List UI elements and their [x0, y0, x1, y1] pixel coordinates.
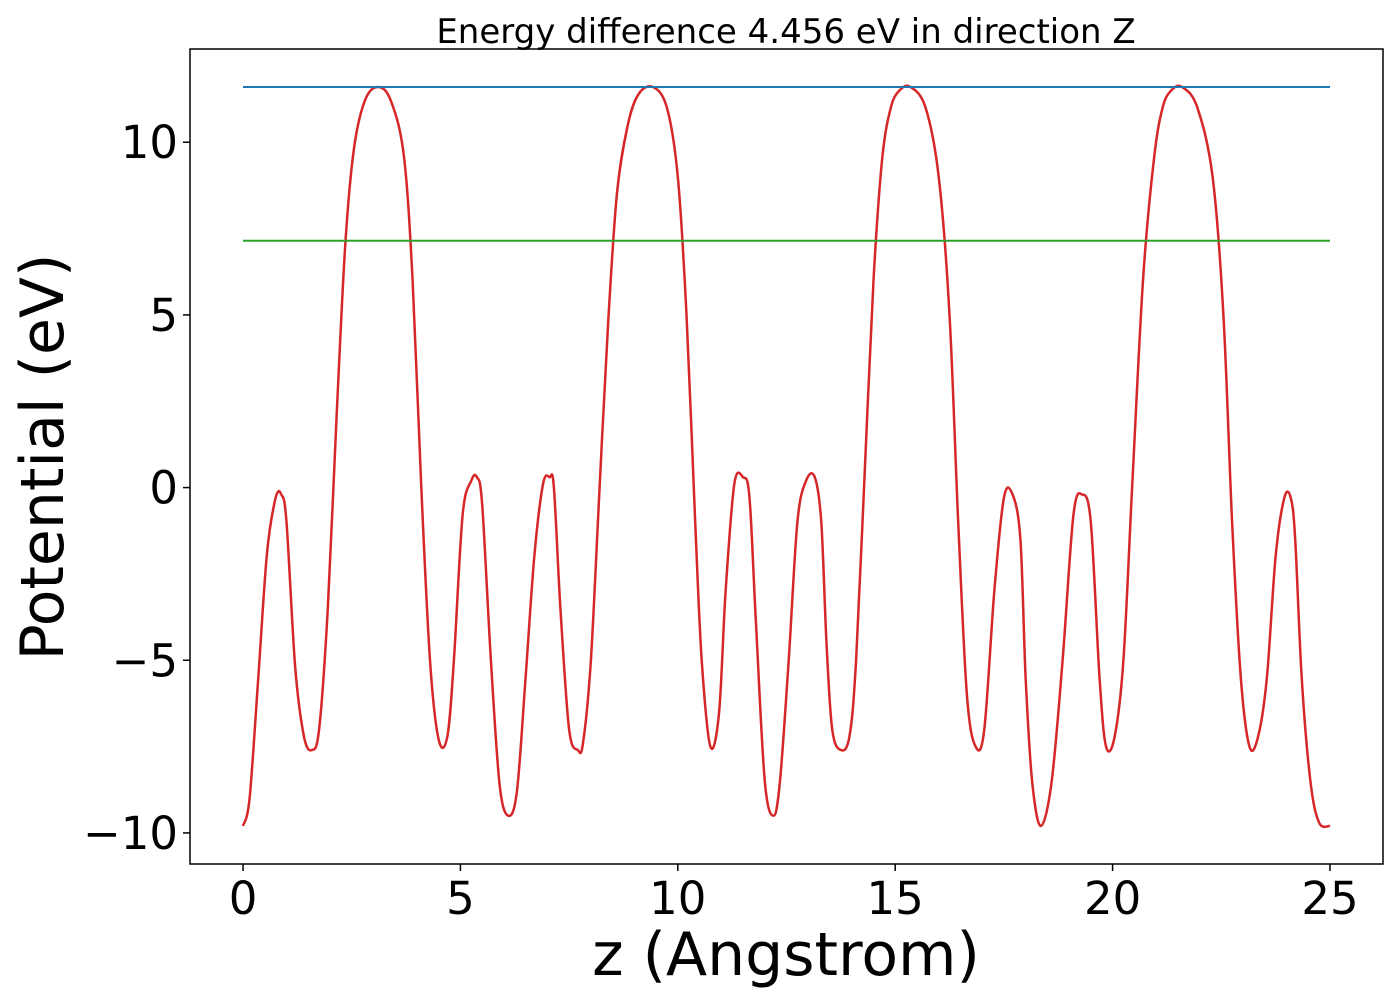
y-tick-label: 10: [121, 116, 178, 169]
plot-frame: [189, 48, 1384, 865]
x-axis-label: z (Angstrom): [592, 920, 980, 990]
series-line-0: [241, 84, 1331, 829]
y-axis: −10 −5 0 5 10: [83, 116, 190, 860]
y-tick-label: 0: [149, 462, 178, 515]
y-tick-label: −5: [112, 634, 178, 687]
x-tick-label: 20: [1084, 872, 1141, 925]
x-tick-label: 5: [446, 872, 475, 925]
plot-lines: [241, 84, 1331, 829]
x-tick-label: 15: [867, 872, 924, 925]
y-axis-label: Potential (eV): [8, 254, 78, 661]
x-tick-label: 10: [649, 872, 706, 925]
x-axis: 0 5 10 15 20 25: [229, 864, 1359, 925]
y-tick-label: 5: [149, 289, 178, 342]
chart-title: Energy difference 4.456 eV in direction …: [436, 12, 1135, 52]
x-tick-label: 25: [1301, 872, 1358, 925]
y-tick-label: −10: [83, 807, 178, 860]
x-tick-label: 0: [229, 872, 258, 925]
